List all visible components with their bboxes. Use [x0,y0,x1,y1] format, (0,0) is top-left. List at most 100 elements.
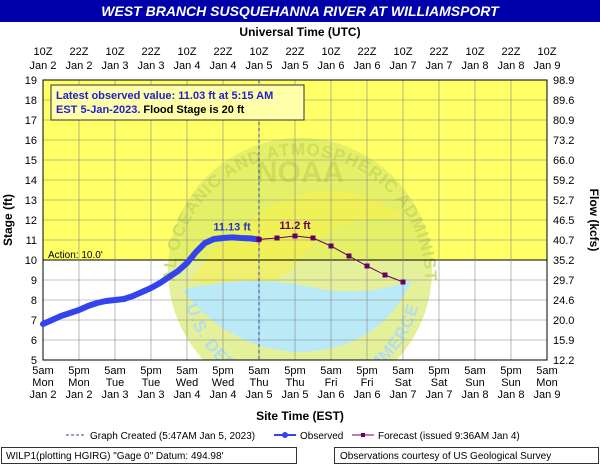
est-tick-label: Tue [106,377,125,389]
est-tick-label: 5am [536,365,557,377]
est-tick-label: Fri [361,377,374,389]
est-tick-label: 5pm [428,365,449,377]
forecast-point [346,253,352,259]
footer: WILP1(plotting HGIRG) "Gage 0" Datum: 49… [1,447,599,464]
y-tick-label: 13 [25,195,37,207]
est-tick-label: Fri [325,377,338,389]
series-observed-line [40,234,262,327]
est-tick-label: Jan 2 [30,389,57,401]
utc-tick-label: 22Z [430,46,449,58]
flow-tick-label: 20.0 [553,315,574,327]
est-tick-label: Mon [32,377,53,389]
info-line-2: EST 5-Jan-2023. Flood Stage is 20 ft [56,104,245,116]
utc-tick-label: 10Z [322,46,341,58]
info-box: Latest observed value: 11.03 ft at 5:15 … [50,84,305,121]
est-tick-label: Jan 8 [498,389,525,401]
utc-tick-label: Jan 2 [66,60,93,72]
est-tick-label: Jan 2 [66,389,93,401]
utc-tick-label: 22Z [358,46,377,58]
action-stage-label: Action: 10.0' [48,250,103,261]
utc-tick-label: 22Z [142,46,161,58]
top-axis-title: Universal Time (UTC) [239,25,360,39]
flow-tick-label: 46.5 [553,215,574,227]
est-tick-label: 5am [104,365,125,377]
est-tick-label: Mon [68,377,89,389]
y-tick-label: 8 [31,295,37,307]
forecast-point [256,236,262,242]
utc-tick-label: Jan 5 [282,60,309,72]
est-tick-label: 5am [248,365,269,377]
est-tick-label: Jan 7 [390,389,417,401]
est-tick-label: Jan 5 [246,389,273,401]
utc-tick-label: 22Z [70,46,89,58]
est-tick-label: Jan 6 [318,389,345,401]
forecast-point [274,235,280,241]
y-tick-label: 19 [25,75,37,87]
est-tick-label: 5pm [68,365,89,377]
est-tick-label: 5pm [356,365,377,377]
footer-datum: WILP1(plotting HGIRG) "Gage 0" Datum: 49… [6,451,224,462]
info-line-1: Latest observed value: 11.03 ft at 5:15 … [56,90,273,102]
est-tick-label: 5am [320,365,341,377]
y-tick-label: 15 [25,155,37,167]
utc-tick-label: 10Z [34,46,53,58]
est-tick-label: Thu [250,377,269,389]
est-tick-label: Jan 4 [210,389,237,401]
legend-observed-marker [282,432,288,438]
y-tick-label: 7 [31,315,37,327]
footer-credit: Observations courtesy of US Geological S… [340,451,551,462]
utc-tick-label: Jan 6 [354,60,381,72]
forecast-point [364,263,370,269]
legend-created-text: Graph Created (5:47AM Jan 5, 2023) [90,431,255,442]
utc-tick-label: Jan 2 [30,60,57,72]
legend-forecast-marker [361,433,365,437]
est-tick-label: Jan 3 [102,389,129,401]
utc-tick-label: 10Z [466,46,485,58]
est-tick-label: Sat [431,377,448,389]
forecast-point [328,243,334,249]
title-bar [0,0,600,22]
y-tick-label: 16 [25,135,37,147]
utc-tick-label: Jan 3 [102,60,129,72]
est-tick-label: Jan 5 [282,389,309,401]
flow-tick-label: 98.9 [553,75,574,87]
utc-tick-label: Jan 9 [534,60,561,72]
plot-border [42,79,548,361]
est-tick-label: Jan 4 [174,389,201,401]
utc-tick-label: 10Z [538,46,557,58]
y-tick-label: 9 [31,275,37,287]
forecast-point [310,235,316,241]
forecast-point [400,279,406,285]
flow-tick-label: 66.0 [553,155,574,167]
y-axis-right-title: Flow (kcfs) [587,189,600,252]
flow-tick-label: 52.7 [553,195,574,207]
flow-tick-label: 35.2 [553,255,574,267]
est-tick-label: Jan 8 [462,389,489,401]
est-tick-label: 5am [32,365,53,377]
utc-tick-label: 22Z [502,46,521,58]
est-tick-label: Sat [395,377,412,389]
utc-tick-label: 22Z [286,46,305,58]
bottom-axis-title: Site Time (EST) [256,409,344,423]
tick-labels: 5 12.2 6 15.9 7 20.0 8 24.6 9 29.7 10 35.2 11 40.7 12 4… [25,46,575,401]
utc-tick-label: Jan 7 [426,60,453,72]
chart-title: WEST BRANCH SUSQUEHANNA RIVER AT WILLIAM… [101,3,500,19]
y-tick-label: 12 [25,215,37,227]
legend-forecast-text: Forecast (issued 9:36AM Jan 4) [378,431,520,442]
utc-tick-label: Jan 3 [138,60,165,72]
utc-tick-label: Jan 4 [174,60,201,72]
est-tick-label: Sun [465,377,485,389]
est-tick-label: Wed [176,377,198,389]
legend: Graph Created (5:47AM Jan 5, 2023) Obser… [66,431,520,442]
flow-tick-label: 15.9 [553,335,574,347]
flow-tick-label: 59.2 [553,175,574,187]
utc-tick-label: Jan 8 [498,60,525,72]
flow-tick-label: 89.6 [553,95,574,107]
est-tick-label: Jan 9 [534,389,561,401]
forecast-point [382,272,388,278]
est-tick-label: Sun [501,377,521,389]
est-tick-label: 5pm [284,365,305,377]
utc-tick-label: Jan 6 [318,60,345,72]
noaa-watermark-label: NOAA [256,156,344,189]
